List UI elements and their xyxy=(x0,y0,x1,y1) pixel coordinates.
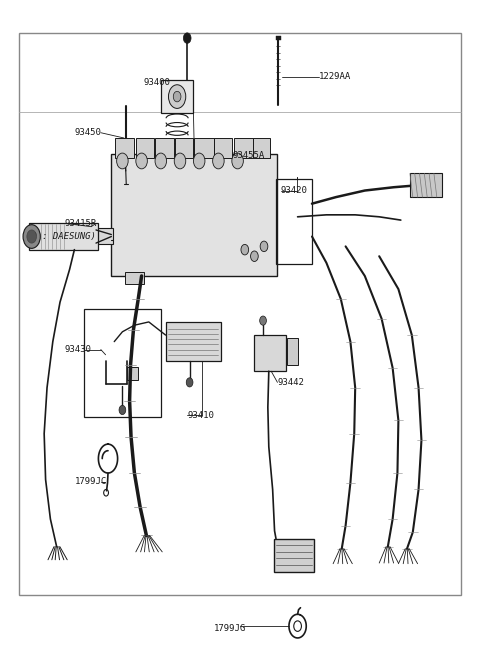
Circle shape xyxy=(260,241,268,252)
Text: 93420: 93420 xyxy=(281,186,308,195)
Bar xyxy=(194,138,214,158)
Bar xyxy=(175,138,193,158)
Circle shape xyxy=(174,153,186,169)
Circle shape xyxy=(213,153,224,169)
Bar xyxy=(155,138,174,158)
Bar xyxy=(19,33,461,595)
Circle shape xyxy=(168,85,186,108)
Bar xyxy=(410,173,442,197)
Bar xyxy=(111,154,277,276)
Bar xyxy=(234,138,253,158)
Bar xyxy=(166,322,221,361)
Circle shape xyxy=(23,225,40,248)
Circle shape xyxy=(241,244,249,255)
Bar xyxy=(125,272,144,284)
Bar xyxy=(287,338,298,365)
Text: 93400: 93400 xyxy=(144,78,170,87)
Text: 93415R: 93415R xyxy=(65,219,97,228)
Text: (D : DAESUNG): (D : DAESUNG) xyxy=(26,232,96,241)
Text: 93455A: 93455A xyxy=(233,151,265,160)
Bar xyxy=(136,138,154,158)
Circle shape xyxy=(119,405,126,415)
Text: 93450: 93450 xyxy=(74,128,101,137)
Bar xyxy=(274,539,314,572)
Circle shape xyxy=(27,230,36,243)
Text: 93442: 93442 xyxy=(277,378,304,387)
Bar xyxy=(84,309,161,417)
Circle shape xyxy=(251,251,258,261)
Bar xyxy=(276,36,281,40)
Bar xyxy=(276,179,312,264)
Bar xyxy=(127,367,138,380)
Bar xyxy=(115,138,134,158)
Text: 1229AA: 1229AA xyxy=(319,72,351,81)
Bar xyxy=(253,138,270,158)
Text: 93410: 93410 xyxy=(187,411,214,420)
Circle shape xyxy=(117,153,128,169)
Text: 93430: 93430 xyxy=(65,345,92,354)
Bar xyxy=(29,223,98,250)
Circle shape xyxy=(173,91,181,102)
Bar xyxy=(96,228,113,244)
Text: 1799JC: 1799JC xyxy=(74,477,107,486)
Circle shape xyxy=(155,153,167,169)
Circle shape xyxy=(260,316,266,325)
Text: 1799JG: 1799JG xyxy=(214,624,246,633)
Circle shape xyxy=(193,153,205,169)
Circle shape xyxy=(183,33,191,43)
Bar xyxy=(214,138,232,158)
Bar xyxy=(161,80,193,113)
Bar xyxy=(254,335,286,371)
Circle shape xyxy=(232,153,243,169)
Circle shape xyxy=(186,378,193,387)
Circle shape xyxy=(136,153,147,169)
